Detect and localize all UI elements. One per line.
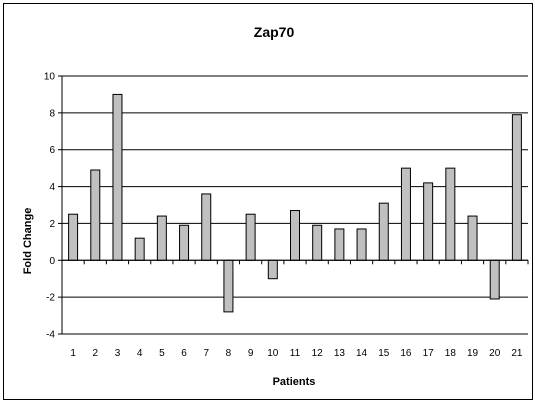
bar — [290, 210, 300, 261]
bar — [489, 259, 500, 300]
y-tick-label: 6 — [49, 145, 55, 156]
bar — [223, 259, 234, 313]
x-tick-label: 3 — [115, 348, 121, 359]
x-tick-label: 4 — [137, 348, 143, 359]
bar — [156, 215, 167, 261]
bar — [334, 228, 345, 261]
y-tick-label: 8 — [49, 108, 55, 119]
bar — [134, 237, 145, 261]
x-tick-label: 12 — [312, 348, 324, 359]
bar — [378, 202, 389, 261]
bar — [400, 167, 411, 261]
y-tick-label: 4 — [49, 182, 55, 193]
bar — [245, 213, 256, 261]
y-tick-label: -2 — [46, 293, 55, 304]
bar — [90, 169, 101, 261]
x-tick-label: 16 — [400, 348, 412, 359]
x-tick-label: 14 — [356, 348, 368, 359]
x-tick-label: 18 — [445, 348, 457, 359]
bars — [68, 93, 522, 313]
bar — [445, 167, 456, 261]
x-tick-label: 1 — [70, 348, 76, 359]
bar — [467, 215, 478, 261]
gridlines — [62, 75, 528, 335]
x-tick-label: 6 — [181, 348, 187, 359]
x-tick-label: 7 — [203, 348, 209, 359]
bar — [267, 259, 278, 280]
bar — [423, 182, 434, 261]
x-tick-label: 21 — [511, 348, 523, 359]
y-axis-title: Fold Change — [22, 208, 34, 275]
x-tick-label: 9 — [248, 348, 254, 359]
x-tick-label: 8 — [226, 348, 232, 359]
bar — [356, 228, 367, 261]
x-tick-label: 15 — [378, 348, 390, 359]
x-tick-label: 5 — [159, 348, 165, 359]
x-tick-label: 13 — [334, 348, 346, 359]
x-tick-label: 20 — [489, 348, 501, 359]
x-tick-label: 19 — [467, 348, 479, 359]
bar — [201, 193, 212, 261]
x-axis-ticks: 1 2 3 4 5 6 7 8 9 10 11 12 13 14 15 16 17 18 19 20 21 — [61, 260, 529, 359]
y-tick-label: 10 — [44, 72, 56, 83]
chart-title: Zap70 — [254, 24, 295, 40]
bar — [312, 224, 323, 261]
x-tick-label: 17 — [423, 348, 435, 359]
x-tick-label: 11 — [290, 348, 301, 359]
x-tick-label: 2 — [93, 348, 99, 359]
y-tick-label: 0 — [49, 256, 55, 267]
bar — [511, 114, 522, 261]
bar — [179, 224, 190, 261]
y-tick-label: -4 — [46, 330, 55, 341]
x-tick-label: 10 — [267, 348, 279, 359]
bar — [112, 93, 123, 261]
y-axis-ticks: -4 -2 0 2 4 6 8 10 — [44, 72, 62, 341]
bar — [68, 213, 79, 261]
y-tick-label: 2 — [49, 219, 55, 230]
x-axis-title: Patients — [273, 376, 316, 388]
